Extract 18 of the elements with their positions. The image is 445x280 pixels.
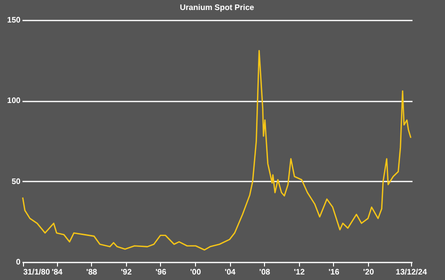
chart-title: Uranium Spot Price [180,3,255,12]
y-tick-label: 50 [12,176,22,186]
x-tick-label: '84 [52,268,64,276]
x-tick-label: '12 [294,268,306,276]
x-tick-label: 31/1/80 [23,268,50,276]
x-tick-label: '00 [190,268,202,276]
x-tick-label: '04 [224,268,236,276]
x-tick-label: 13/12/24 [396,268,428,276]
y-tick-label: 0 [16,258,22,266]
y-tick-label: 150 [7,16,22,24]
x-tick-label: '96 [155,268,167,276]
x-tick-label: '20 [363,268,374,276]
x-tick-label: '92 [120,268,132,276]
x-tick-label: '88 [86,268,98,276]
line-series [22,50,412,251]
x-tick-label: '16 [328,268,340,276]
y-tick-label: 100 [7,96,22,106]
x-tick-label: '08 [259,268,271,276]
